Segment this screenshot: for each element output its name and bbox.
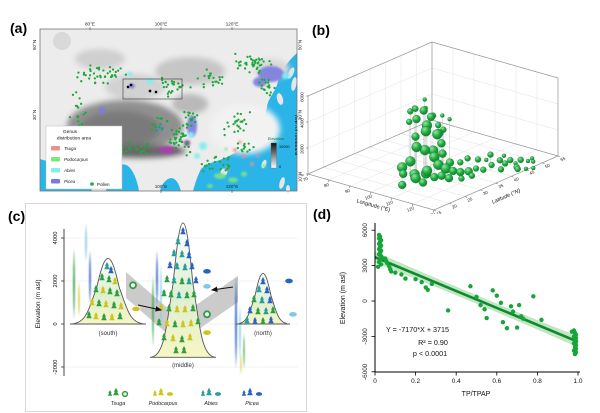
svg-text:15: 15: [436, 210, 443, 214]
schematic-axis: -2000 0 2000 4000 Elevation (m asl): [35, 229, 65, 376]
svg-text:50°N: 50°N: [298, 40, 303, 50]
svg-text:Elevation (m asl): Elevation (m asl): [340, 272, 347, 324]
svg-text:50: 50: [544, 162, 551, 169]
schematic-legend: Tsuga Podocarpus Abies Picea: [107, 387, 263, 407]
svg-text:Y = -7170*X + 3715: Y = -7170*X + 3715: [386, 325, 449, 334]
svg-text:Picea: Picea: [64, 179, 76, 184]
scatter3d-points: [396, 97, 536, 190]
regression-annotation: Y = -7170*X + 3715 R² = 0.90 p < 0.0001: [386, 325, 449, 358]
svg-text:2000: 2000: [300, 144, 305, 154]
scatter-axes: -6000 -3000 0 3000 6000 0 0.2 0.4 0.6 0.8 1.0 TP/TP…: [340, 223, 583, 398]
elevation-colorbar: Elevation 10000 0: [268, 136, 290, 169]
svg-text:0.4: 0.4: [452, 378, 461, 385]
svg-text:100: 100: [364, 193, 373, 201]
svg-text:0: 0: [300, 173, 305, 176]
svg-text:Elevation: Elevation: [268, 136, 284, 141]
svg-text:50°N: 50°N: [32, 40, 37, 50]
svg-text:0.8: 0.8: [533, 378, 542, 385]
svg-text:-6000: -6000: [362, 363, 369, 380]
svg-text:(middle): (middle): [172, 363, 194, 369]
svg-text:-3000: -3000: [362, 328, 369, 345]
svg-text:Tsuga: Tsuga: [64, 146, 77, 151]
svg-text:120°E: 120°E: [226, 22, 239, 27]
svg-text:100°E: 100°E: [155, 184, 168, 189]
svg-text:4000: 4000: [300, 118, 305, 128]
svg-text:70: 70: [302, 176, 309, 183]
svg-text:Picea: Picea: [245, 401, 259, 407]
svg-text:55: 55: [560, 156, 567, 163]
svg-text:1.0: 1.0: [574, 378, 583, 385]
svg-text:TP/TPAP: TP/TPAP: [462, 391, 491, 398]
svg-text:130: 130: [427, 211, 436, 214]
svg-text:Genus: Genus: [63, 129, 78, 135]
svg-text:Pollen: Pollen: [97, 182, 110, 187]
svg-text:80°E: 80°E: [85, 22, 95, 27]
svg-text:4000: 4000: [53, 232, 59, 245]
panel-c-label: (c): [8, 208, 26, 224]
svg-text:Abies: Abies: [203, 401, 218, 407]
regression-scatter-chart: -6000 -3000 0 3000 6000 0 0.2 0.4 0.6 0.8 1.0 TP/TP…: [340, 223, 583, 398]
svg-text:30°N: 30°N: [32, 110, 37, 120]
regression-line: [374, 255, 579, 343]
map-axis-labels: 80°E 100°E 120°E 100°E 120°E 50°N 30°N 50°N 30°N…: [32, 22, 303, 193]
svg-text:90: 90: [344, 188, 351, 195]
elevation-schematic-chart: (south) (middle) (north) -2000 0 2000 4000 Elev…: [35, 222, 298, 407]
svg-text:35: 35: [498, 183, 505, 190]
distribution-violins: [73, 222, 245, 376]
svg-text:(north): (north): [254, 331, 272, 337]
study-area-box: [122, 78, 183, 100]
svg-text:0: 0: [373, 378, 377, 385]
svg-text:6000: 6000: [300, 92, 305, 102]
svg-text:10°N: 10°N: [298, 172, 303, 182]
svg-text:110: 110: [385, 199, 394, 206]
svg-text:Podocarpus: Podocarpus: [149, 401, 178, 407]
svg-text:Elevation (m asl): Elevation (m asl): [295, 115, 299, 155]
svg-text:40: 40: [513, 176, 520, 183]
pollen-icons: [129, 268, 298, 336]
svg-text:45: 45: [529, 169, 536, 176]
svg-text:-2000: -2000: [53, 360, 59, 375]
panel-a-label: (a): [10, 20, 28, 36]
svg-text:0: 0: [362, 299, 369, 303]
elevation-3d-scatter-chart: 0 2000 4000 6000 70 80 90 100 110 120 13015 20 25 30 3…: [295, 41, 567, 214]
svg-text:0: 0: [279, 165, 281, 169]
svg-text:0: 0: [53, 322, 59, 325]
svg-text:R² = 0.90: R² = 0.90: [418, 338, 448, 347]
svg-text:3000: 3000: [362, 258, 369, 273]
svg-text:Abies: Abies: [63, 168, 76, 173]
svg-text:10000: 10000: [279, 145, 290, 149]
svg-text:distribution area: distribution area: [57, 136, 91, 142]
svg-text:0.2: 0.2: [411, 378, 420, 385]
svg-text:2000: 2000: [53, 275, 59, 288]
migration-arrows: [137, 286, 234, 312]
svg-text:30: 30: [482, 189, 489, 196]
svg-text:0.6: 0.6: [492, 378, 501, 385]
svg-text:120: 120: [406, 205, 415, 213]
genus-patches: [99, 66, 290, 188]
svg-text:6000: 6000: [362, 223, 369, 238]
svg-text:Tsuga: Tsuga: [111, 401, 126, 407]
panel-b-label: (b): [312, 22, 330, 38]
scatter-points: [375, 232, 579, 357]
svg-text:Elevation (m asl): Elevation (m asl): [35, 279, 42, 328]
mountain-labels: (south) (middle) (north): [99, 331, 272, 369]
svg-text:100°E: 100°E: [155, 22, 168, 27]
panel-d-label: (d): [313, 206, 331, 222]
svg-text:120°E: 120°E: [226, 184, 239, 189]
svg-text:20: 20: [451, 203, 458, 210]
elevation-schematic-panel: (south) (middle) (north) -2000 0 2000 4000 Elev…: [25, 203, 307, 412]
distribution-map-chart: 80°E 100°E 120°E 100°E 120°E 50°N 30°N 50°N 30°N…: [32, 22, 303, 193]
svg-text:Podocarpus: Podocarpus: [64, 157, 89, 162]
svg-text:p < 0.0001: p < 0.0001: [413, 349, 447, 358]
svg-text:30°N: 30°N: [298, 110, 303, 120]
svg-text:80: 80: [323, 182, 330, 189]
svg-text:(south): (south): [99, 331, 118, 337]
svg-text:25: 25: [467, 196, 474, 203]
